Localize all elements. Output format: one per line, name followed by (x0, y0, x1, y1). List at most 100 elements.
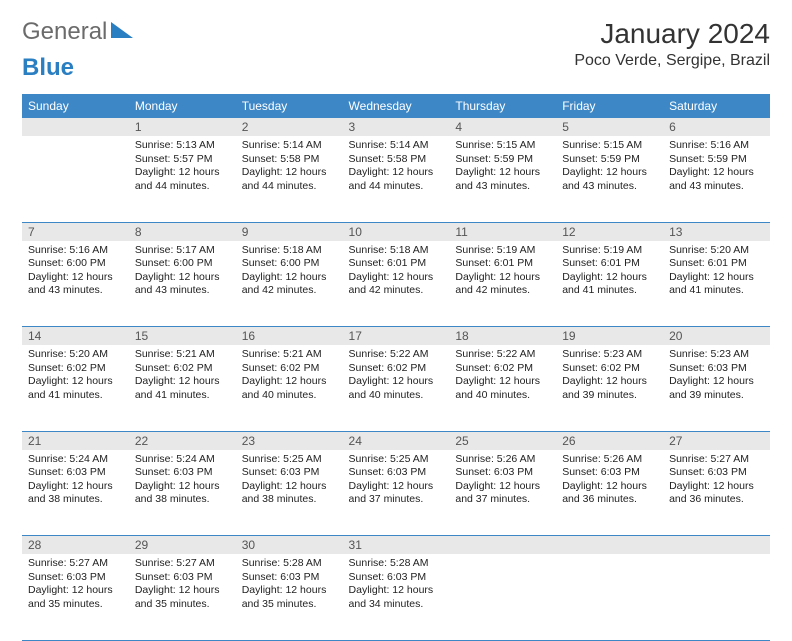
day-content: Sunrise: 5:21 AMSunset: 6:02 PMDaylight:… (236, 345, 343, 409)
day-content: Sunrise: 5:28 AMSunset: 6:03 PMDaylight:… (343, 554, 450, 618)
day-cell: Sunrise: 5:20 AMSunset: 6:01 PMDaylight:… (663, 241, 770, 327)
day-content: Sunrise: 5:14 AMSunset: 5:58 PMDaylight:… (343, 136, 450, 200)
day-number: 28 (22, 536, 129, 555)
month-title: January 2024 (574, 18, 770, 50)
day-cell: Sunrise: 5:15 AMSunset: 5:59 PMDaylight:… (556, 136, 663, 222)
sunrise-line: Sunrise: 5:21 AM (135, 348, 230, 362)
day-number: 23 (236, 431, 343, 450)
sunrise-line: Sunrise: 5:23 AM (669, 348, 764, 362)
sunset-line: Sunset: 5:59 PM (455, 153, 550, 167)
daylight-line: Daylight: 12 hours and 42 minutes. (455, 271, 550, 298)
day-number: 21 (22, 431, 129, 450)
day-number: 17 (343, 327, 450, 346)
sunrise-line: Sunrise: 5:21 AM (242, 348, 337, 362)
sunset-line: Sunset: 6:00 PM (28, 257, 123, 271)
day-cell (556, 554, 663, 640)
sunset-line: Sunset: 6:03 PM (562, 466, 657, 480)
sunrise-line: Sunrise: 5:27 AM (28, 557, 123, 571)
day-number: 13 (663, 222, 770, 241)
day-cell: Sunrise: 5:22 AMSunset: 6:02 PMDaylight:… (449, 345, 556, 431)
sunset-line: Sunset: 6:02 PM (349, 362, 444, 376)
sunrise-line: Sunrise: 5:22 AM (349, 348, 444, 362)
title-block: January 2024 Poco Verde, Sergipe, Brazil (574, 18, 770, 70)
weekday-header: Monday (129, 94, 236, 118)
daylight-line: Daylight: 12 hours and 35 minutes. (28, 584, 123, 611)
daylight-line: Daylight: 12 hours and 40 minutes. (349, 375, 444, 402)
daylight-line: Daylight: 12 hours and 36 minutes. (669, 480, 764, 507)
day-cell: Sunrise: 5:27 AMSunset: 6:03 PMDaylight:… (663, 450, 770, 536)
daynum-row: 78910111213 (22, 222, 770, 241)
day-content: Sunrise: 5:20 AMSunset: 6:01 PMDaylight:… (663, 241, 770, 305)
day-cell: Sunrise: 5:18 AMSunset: 6:01 PMDaylight:… (343, 241, 450, 327)
daylight-line: Daylight: 12 hours and 42 minutes. (349, 271, 444, 298)
day-cell: Sunrise: 5:28 AMSunset: 6:03 PMDaylight:… (343, 554, 450, 640)
day-number: 16 (236, 327, 343, 346)
calendar-table: SundayMondayTuesdayWednesdayThursdayFrid… (22, 94, 770, 641)
day-cell: Sunrise: 5:21 AMSunset: 6:02 PMDaylight:… (236, 345, 343, 431)
day-content: Sunrise: 5:15 AMSunset: 5:59 PMDaylight:… (449, 136, 556, 200)
sunrise-line: Sunrise: 5:26 AM (455, 453, 550, 467)
sunrise-line: Sunrise: 5:28 AM (349, 557, 444, 571)
day-cell: Sunrise: 5:24 AMSunset: 6:03 PMDaylight:… (22, 450, 129, 536)
day-number (449, 536, 556, 555)
weekday-header: Wednesday (343, 94, 450, 118)
sunset-line: Sunset: 6:01 PM (455, 257, 550, 271)
sunrise-line: Sunrise: 5:16 AM (28, 244, 123, 258)
sunrise-line: Sunrise: 5:19 AM (562, 244, 657, 258)
sunrise-line: Sunrise: 5:23 AM (562, 348, 657, 362)
logo-word1: General (22, 18, 107, 46)
weekday-header: Saturday (663, 94, 770, 118)
day-number: 4 (449, 118, 556, 136)
sunrise-line: Sunrise: 5:26 AM (562, 453, 657, 467)
week-row: Sunrise: 5:24 AMSunset: 6:03 PMDaylight:… (22, 450, 770, 536)
daylight-line: Daylight: 12 hours and 38 minutes. (135, 480, 230, 507)
day-content: Sunrise: 5:13 AMSunset: 5:57 PMDaylight:… (129, 136, 236, 200)
weekday-header: Friday (556, 94, 663, 118)
day-content: Sunrise: 5:21 AMSunset: 6:02 PMDaylight:… (129, 345, 236, 409)
sunrise-line: Sunrise: 5:19 AM (455, 244, 550, 258)
day-cell: Sunrise: 5:28 AMSunset: 6:03 PMDaylight:… (236, 554, 343, 640)
day-content: Sunrise: 5:24 AMSunset: 6:03 PMDaylight:… (129, 450, 236, 514)
sunset-line: Sunset: 6:03 PM (242, 571, 337, 585)
week-row: Sunrise: 5:16 AMSunset: 6:00 PMDaylight:… (22, 241, 770, 327)
day-number: 2 (236, 118, 343, 136)
sunset-line: Sunset: 6:03 PM (455, 466, 550, 480)
daylight-line: Daylight: 12 hours and 42 minutes. (242, 271, 337, 298)
sunset-line: Sunset: 6:02 PM (562, 362, 657, 376)
day-number: 18 (449, 327, 556, 346)
day-cell (449, 554, 556, 640)
daylight-line: Daylight: 12 hours and 43 minutes. (28, 271, 123, 298)
day-number (663, 536, 770, 555)
day-number: 7 (22, 222, 129, 241)
sunset-line: Sunset: 6:03 PM (669, 466, 764, 480)
sunrise-line: Sunrise: 5:14 AM (349, 139, 444, 153)
day-cell: Sunrise: 5:25 AMSunset: 6:03 PMDaylight:… (236, 450, 343, 536)
day-content: Sunrise: 5:26 AMSunset: 6:03 PMDaylight:… (449, 450, 556, 514)
day-number: 14 (22, 327, 129, 346)
daylight-line: Daylight: 12 hours and 43 minutes. (455, 166, 550, 193)
day-number: 9 (236, 222, 343, 241)
sunrise-line: Sunrise: 5:18 AM (242, 244, 337, 258)
day-content: Sunrise: 5:22 AMSunset: 6:02 PMDaylight:… (449, 345, 556, 409)
sunset-line: Sunset: 5:58 PM (349, 153, 444, 167)
sunrise-line: Sunrise: 5:24 AM (135, 453, 230, 467)
day-cell: Sunrise: 5:16 AMSunset: 5:59 PMDaylight:… (663, 136, 770, 222)
day-number: 6 (663, 118, 770, 136)
daylight-line: Daylight: 12 hours and 41 minutes. (669, 271, 764, 298)
week-row: Sunrise: 5:27 AM Sunset: 6:03 PM Daylight:… (22, 554, 770, 640)
sunrise-line: Sunrise: 5:22 AM (455, 348, 550, 362)
day-content: Sunrise: 5:16 AMSunset: 6:00 PMDaylight:… (22, 241, 129, 305)
daylight-line: Daylight: 12 hours and 44 minutes. (242, 166, 337, 193)
daylight-line: Daylight: 12 hours and 34 minutes. (349, 584, 444, 611)
daylight-line: Daylight: 12 hours and 44 minutes. (135, 166, 230, 193)
location: Poco Verde, Sergipe, Brazil (574, 52, 770, 70)
sunrise-line: Sunrise: 5:28 AM (242, 557, 337, 571)
daylight-line: Daylight: 12 hours and 41 minutes. (135, 375, 230, 402)
day-number: 27 (663, 431, 770, 450)
sunrise-line: Sunrise: 5:27 AM (135, 557, 230, 571)
daylight-line: Daylight: 12 hours and 43 minutes. (669, 166, 764, 193)
day-number: 15 (129, 327, 236, 346)
day-content: Sunrise: 5:22 AMSunset: 6:02 PMDaylight:… (343, 345, 450, 409)
daynum-row: 21222324252627 (22, 431, 770, 450)
sunset-line: Sunset: 6:02 PM (455, 362, 550, 376)
